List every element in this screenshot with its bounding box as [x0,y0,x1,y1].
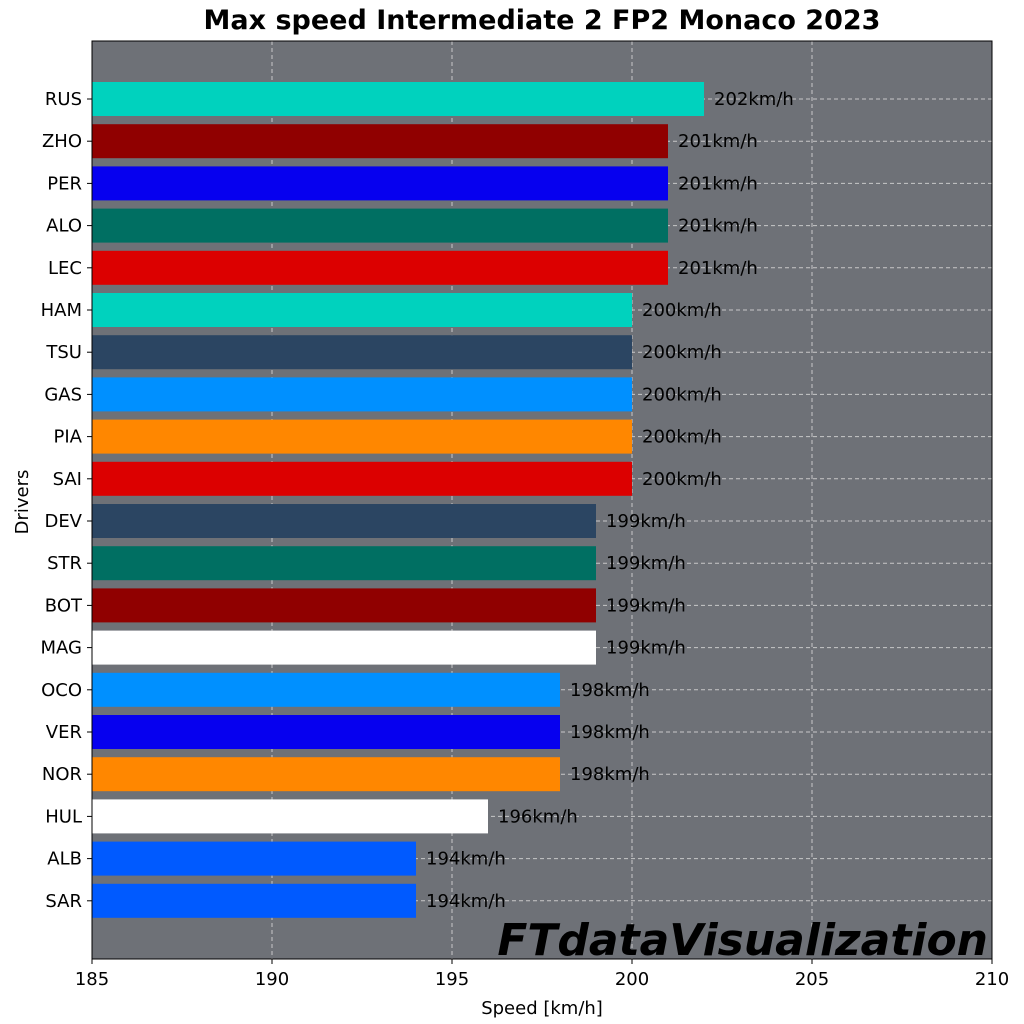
bar-per [92,166,668,201]
x-tick-label: 210 [975,969,1009,990]
y-tick-label: HUL [45,806,82,827]
bar-hul [92,799,488,834]
y-tick-labels: RUS ZHO PER ALO LEC HAM TSU GAS PIA SAI DEV STR BOT M… [41,89,92,912]
bar-dev [92,504,596,538]
y-tick-label: GAS [44,384,82,405]
y-axis-label: Drivers [12,470,33,535]
value-labels: 202km/h 201km/h 201km/h 201km/h 201km/h 200km… [426,89,794,912]
value-label: 198km/h [570,722,650,743]
bar-nor [92,757,560,792]
value-label: 199km/h [606,553,686,574]
value-label: 199km/h [606,511,686,532]
bar-tsu [92,335,632,370]
value-label: 200km/h [642,427,722,448]
value-label: 198km/h [570,764,650,785]
y-tick-label: BOT [45,595,83,616]
y-tick-label: LEC [48,258,82,279]
x-tick-label: 205 [795,969,829,990]
bar-str [92,546,596,581]
bar-alo [92,208,668,243]
x-tick-label: 185 [75,969,109,990]
bar-lec [92,250,668,285]
y-tick-label: OCO [41,680,82,701]
bars [92,82,704,918]
value-label: 200km/h [642,300,722,321]
x-tick-label: 195 [435,969,469,990]
plot-frame [91,40,993,960]
watermark: FTdataVisualization [497,915,988,966]
y-tick-label: NOR [42,764,82,785]
value-label: 201km/h [678,216,758,237]
bar-alb [92,841,416,876]
x-tick-labels: 185 190 195 200 205 210 [75,959,1009,990]
value-label: 201km/h [678,258,758,279]
y-tick-label: MAG [41,638,82,659]
x-tick-label: 190 [255,969,289,990]
bar-ham [92,293,632,327]
value-label: 194km/h [426,891,506,912]
chart-title: Max speed Intermediate 2 FP2 Monaco 2023 [204,5,881,36]
value-label: 201km/h [678,173,758,194]
value-label: 196km/h [498,806,578,827]
y-tick-label: SAR [45,891,82,912]
y-tick-label: HAM [41,300,82,321]
value-label: 200km/h [642,384,722,405]
value-label: 201km/h [678,131,758,152]
bar-gas [92,377,632,412]
value-label: 199km/h [606,595,686,616]
y-tick-label: RUS [45,89,82,110]
x-tick-label: 200 [615,969,649,990]
y-tick-label: VER [46,722,82,743]
bar-ver [92,715,560,749]
y-tick-label: ZHO [42,131,82,152]
value-label: 202km/h [714,89,794,110]
bar-pia [92,419,632,454]
value-label: 194km/h [426,849,506,870]
bar-bot [92,588,596,623]
value-label: 200km/h [642,469,722,490]
y-tick-label: PER [47,173,82,194]
x-axis-label: Speed [km/h] [481,998,603,1019]
bar-zho [92,124,668,159]
value-label: 198km/h [570,680,650,701]
value-label: 200km/h [642,342,722,363]
y-tick-label: DEV [44,511,82,532]
value-label: 199km/h [606,638,686,659]
bar-sar [92,883,416,918]
y-tick-label: PIA [54,427,83,448]
bar-sai [92,461,632,496]
bar-oco [92,672,560,707]
y-tick-label: ALO [46,216,82,237]
bar-mag [92,630,596,665]
y-tick-label: ALB [47,849,82,870]
y-tick-label: TSU [45,342,82,363]
y-tick-label: SAI [53,469,82,490]
bar-rus [92,82,704,116]
y-tick-label: STR [47,553,82,574]
